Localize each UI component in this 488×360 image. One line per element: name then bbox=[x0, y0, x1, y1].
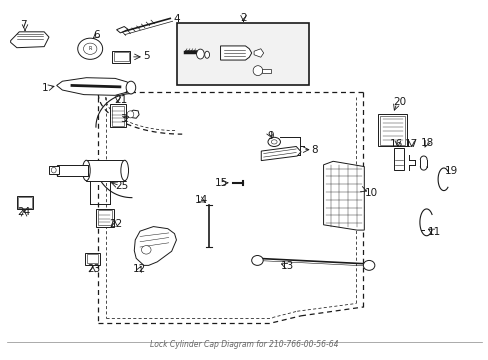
Bar bbox=[57, 165, 88, 176]
Text: 15: 15 bbox=[214, 178, 228, 188]
Ellipse shape bbox=[267, 137, 280, 147]
Ellipse shape bbox=[78, 38, 102, 59]
Ellipse shape bbox=[141, 246, 151, 254]
Ellipse shape bbox=[363, 260, 374, 270]
Ellipse shape bbox=[204, 51, 209, 58]
Bar bbox=[85, 253, 100, 265]
Text: 12: 12 bbox=[132, 264, 145, 274]
Ellipse shape bbox=[253, 66, 262, 76]
Ellipse shape bbox=[271, 140, 277, 144]
Polygon shape bbox=[254, 49, 263, 57]
Ellipse shape bbox=[121, 160, 128, 181]
Polygon shape bbox=[220, 46, 251, 60]
Ellipse shape bbox=[126, 81, 136, 94]
Text: 4: 4 bbox=[173, 14, 180, 24]
Bar bbox=[112, 105, 123, 126]
Text: 2: 2 bbox=[240, 13, 246, 23]
Ellipse shape bbox=[196, 49, 204, 59]
Ellipse shape bbox=[51, 167, 56, 173]
Bar bbox=[18, 197, 32, 207]
Bar bbox=[17, 195, 33, 209]
Text: 19: 19 bbox=[444, 166, 457, 176]
Bar bbox=[377, 114, 407, 146]
Text: 3: 3 bbox=[120, 114, 127, 124]
Text: 10: 10 bbox=[364, 188, 377, 198]
Text: 1: 1 bbox=[42, 82, 49, 93]
Text: 11: 11 bbox=[427, 227, 440, 237]
Text: 7: 7 bbox=[20, 20, 26, 30]
Text: 6: 6 bbox=[93, 30, 100, 40]
Polygon shape bbox=[128, 110, 139, 118]
Polygon shape bbox=[134, 226, 176, 265]
Text: 16: 16 bbox=[389, 139, 403, 149]
Bar bbox=[379, 116, 404, 145]
Text: 8: 8 bbox=[310, 145, 317, 155]
Text: 21: 21 bbox=[114, 95, 127, 104]
Text: Lock Cylinder Cap Diagram for 210-766-00-56-64: Lock Cylinder Cap Diagram for 210-766-00… bbox=[150, 339, 338, 348]
Bar bbox=[98, 210, 112, 225]
Polygon shape bbox=[11, 32, 49, 48]
Text: 9: 9 bbox=[266, 131, 273, 140]
Text: 20: 20 bbox=[392, 97, 406, 107]
Text: 14: 14 bbox=[194, 195, 207, 206]
Text: R: R bbox=[88, 46, 92, 51]
Text: 22: 22 bbox=[109, 219, 122, 229]
Text: 25: 25 bbox=[116, 181, 129, 192]
Polygon shape bbox=[261, 147, 301, 161]
Bar bbox=[49, 166, 59, 174]
Ellipse shape bbox=[83, 43, 97, 54]
Text: 23: 23 bbox=[87, 264, 100, 274]
Bar bbox=[393, 148, 403, 170]
Polygon shape bbox=[116, 27, 128, 33]
Bar bbox=[96, 209, 114, 226]
Ellipse shape bbox=[127, 111, 134, 118]
Bar bbox=[262, 69, 270, 73]
Bar bbox=[110, 104, 125, 127]
Bar bbox=[87, 254, 98, 263]
Bar bbox=[112, 51, 130, 63]
Polygon shape bbox=[323, 161, 364, 230]
Text: 5: 5 bbox=[142, 51, 149, 61]
Polygon shape bbox=[57, 78, 130, 95]
Text: 24: 24 bbox=[18, 207, 31, 217]
Text: 18: 18 bbox=[420, 138, 433, 148]
Ellipse shape bbox=[251, 256, 263, 265]
Ellipse shape bbox=[82, 160, 90, 181]
Bar bbox=[114, 52, 128, 62]
Text: 13: 13 bbox=[281, 261, 294, 271]
Bar bbox=[177, 23, 308, 85]
Bar bbox=[86, 160, 124, 181]
Text: 17: 17 bbox=[404, 139, 417, 149]
